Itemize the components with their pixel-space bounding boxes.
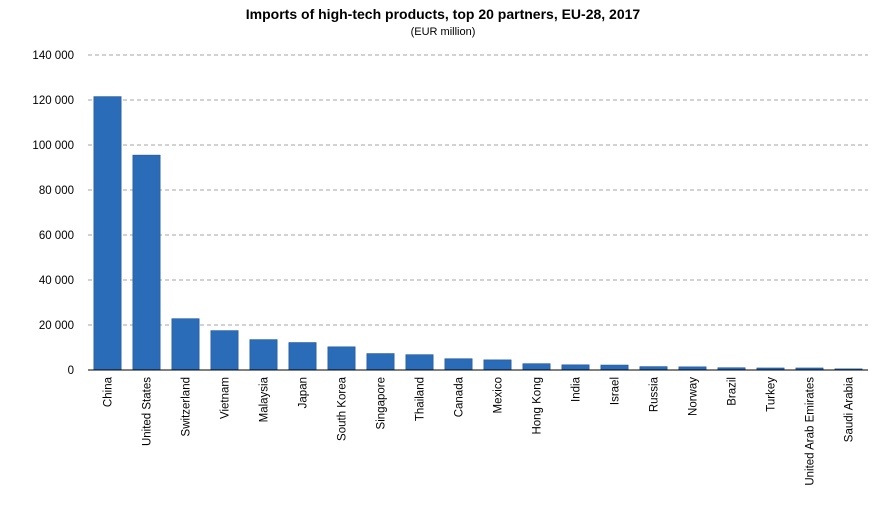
y-tick-label: 100 000	[32, 140, 74, 152]
bar-hong-kong	[522, 363, 551, 371]
y-tick-label: 0	[68, 365, 74, 377]
y-tick-label: 140 000	[32, 50, 74, 62]
bar-thailand	[405, 354, 434, 371]
chart-subtitle: (EUR million)	[410, 26, 476, 38]
x-category-label: Hong Kong	[532, 377, 544, 435]
y-tick-label: 40 000	[39, 275, 74, 287]
x-category-label: India	[571, 376, 583, 402]
bar-singapore	[366, 353, 395, 371]
x-category-label: Switzerland	[181, 377, 193, 436]
x-category-label: Israel	[610, 377, 622, 405]
x-category-label: China	[103, 376, 115, 407]
y-tick-label: 120 000	[32, 95, 74, 107]
x-category-label: Saudi Arabia	[844, 376, 856, 442]
x-category-label: Singapore	[376, 377, 388, 429]
gridlines	[88, 54, 868, 326]
x-category-label: Malaysia	[259, 376, 271, 422]
bar-china	[93, 96, 122, 371]
bar-united-states	[132, 154, 161, 371]
x-category-label: Thailand	[415, 377, 427, 421]
x-category-label: Vietnam	[220, 377, 232, 419]
bar-japan	[288, 342, 317, 371]
x-category-label: South Korea	[337, 376, 349, 441]
y-tick-label: 20 000	[39, 320, 74, 332]
y-axis-tick-labels: 0 20 000 40 000 60 000 80 000 100 000 120 000 1…	[32, 50, 74, 377]
bar-canada	[444, 358, 473, 371]
x-category-label: United States	[142, 377, 154, 446]
x-category-label: United Arab Emirates	[805, 377, 817, 486]
bars	[93, 96, 863, 371]
bar-malaysia	[249, 339, 278, 371]
bar-india	[561, 364, 590, 371]
x-category-label: Norway	[688, 377, 700, 416]
y-tick-label: 60 000	[39, 230, 74, 242]
y-tick-label: 80 000	[39, 185, 74, 197]
x-category-label: Russia	[649, 376, 661, 412]
bar-vietnam	[210, 330, 239, 371]
bar-south-korea	[327, 346, 356, 371]
bar-israel	[600, 364, 629, 371]
bar-russia	[639, 366, 668, 371]
bar-mexico	[483, 359, 512, 371]
x-axis-category-labels: China United States Switzerland Vietnam Mala…	[103, 376, 856, 485]
bar-switzerland	[171, 318, 200, 371]
chart-title: Imports of high-tech products, top 20 pa…	[245, 6, 641, 22]
x-category-label: Mexico	[493, 377, 505, 413]
x-category-label: Canada	[454, 376, 466, 417]
x-category-label: Japan	[298, 377, 310, 408]
x-category-label: Brazil	[727, 377, 739, 406]
x-category-label: Turkey	[766, 377, 778, 412]
